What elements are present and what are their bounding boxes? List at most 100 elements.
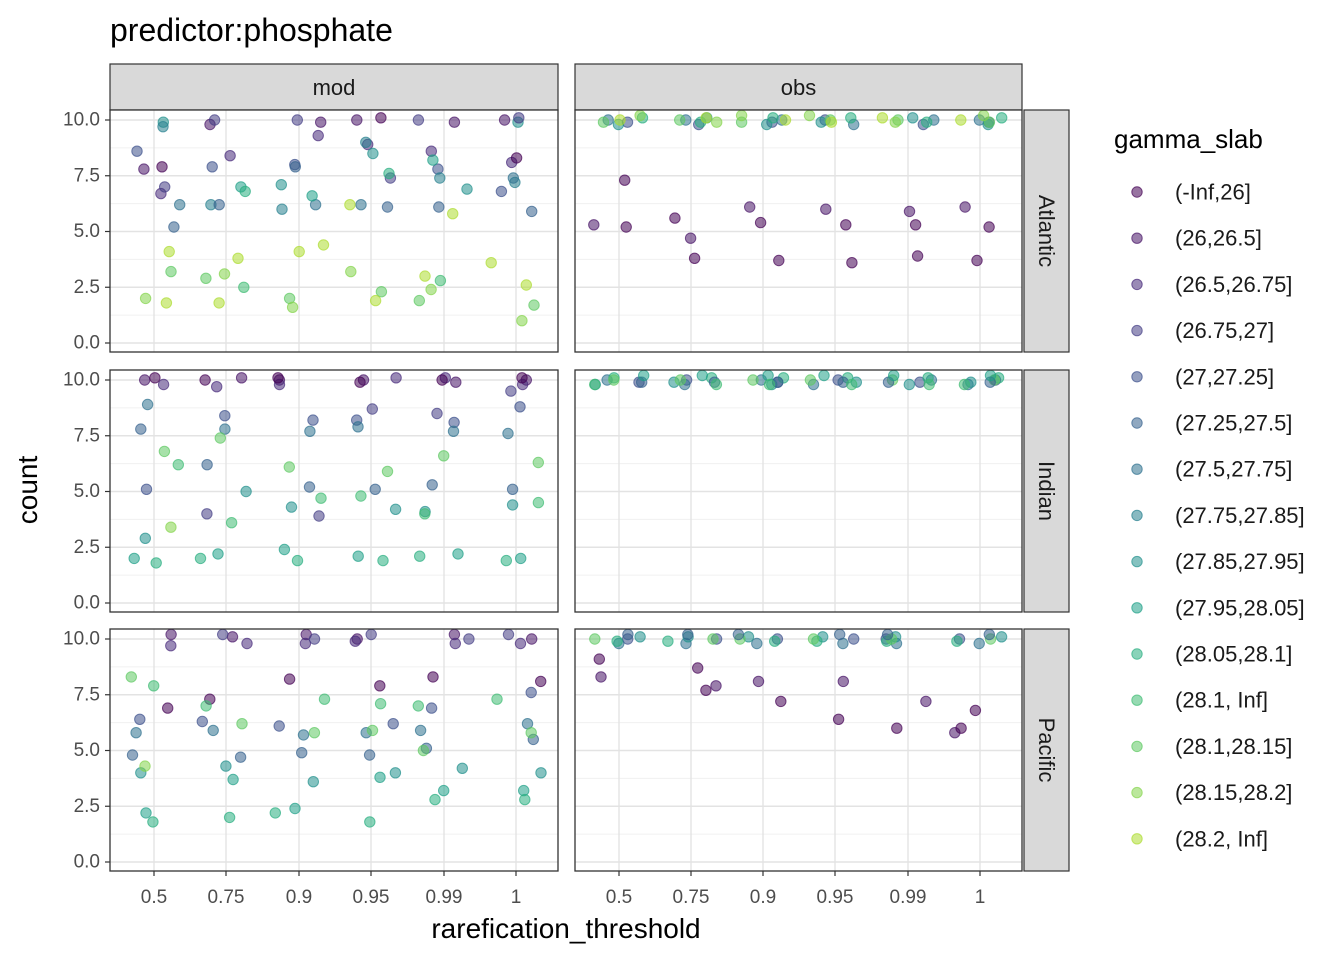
data-point: [273, 720, 285, 732]
legend-key: [1131, 417, 1143, 429]
data-point: [239, 185, 251, 198]
facet-row-strip-Pacific: Pacific: [1023, 628, 1070, 872]
panel-Pacific-mod: 0.0 2.5 5.0 7.5 10.0 0.5 0.75 0.9 0.95 0.99 1: [63, 628, 559, 908]
data-point: [807, 633, 820, 645]
data-point: [194, 552, 207, 565]
data-point: [355, 199, 367, 211]
x-tick-label: 0.99: [426, 887, 463, 908]
legend-key: [1131, 371, 1143, 383]
data-point: [921, 116, 933, 128]
data-point: [507, 172, 519, 184]
data-point: [139, 532, 152, 544]
data-point: [707, 633, 719, 645]
data-point: [355, 490, 367, 502]
data-point: [414, 550, 426, 562]
data-point: [157, 121, 169, 133]
data-point: [595, 671, 607, 683]
chart-title: predictor:phosphate: [110, 12, 393, 48]
data-point: [364, 816, 376, 828]
data-point: [682, 628, 694, 641]
data-point: [318, 693, 331, 705]
facet-col-strip-mod: mod: [109, 63, 559, 111]
data-point: [425, 283, 437, 296]
data-point: [162, 702, 174, 714]
panels: mod obs Atlantic Indian Pacific 0.0 2.5 5.0 7.5 1…: [63, 63, 1070, 908]
data-point: [951, 635, 963, 647]
data-point: [754, 216, 767, 229]
data-point: [891, 722, 903, 734]
data-point: [366, 724, 379, 737]
data-point: [211, 381, 223, 393]
data-point: [289, 161, 301, 173]
legend-key: [1131, 278, 1143, 291]
data-point: [955, 722, 967, 734]
data-point: [315, 492, 327, 504]
legend-label: (28.2, Inf]: [1175, 826, 1268, 851]
data-point: [995, 631, 1008, 643]
legend-entry: (28.2, Inf]: [1131, 826, 1268, 851]
x-tick-label: 0.95: [817, 887, 854, 908]
data-point: [158, 445, 171, 458]
legend-label: (26,26.5]: [1175, 226, 1262, 251]
data-point: [996, 112, 1008, 124]
data-point: [767, 112, 779, 124]
y-tick-label: 10.0: [63, 370, 100, 391]
legend-label: (28.15,28.2]: [1175, 780, 1292, 805]
data-point: [969, 704, 982, 717]
data-point: [312, 129, 324, 142]
data-point: [958, 378, 971, 391]
legend-entry: (27.75,27.85]: [1131, 503, 1305, 528]
x-axis-label: rarefication_threshold: [431, 913, 700, 944]
data-point: [903, 205, 916, 218]
data-point: [447, 425, 460, 437]
data-point: [519, 793, 531, 806]
data-point: [747, 374, 759, 386]
data-point: [634, 631, 646, 643]
data-point: [390, 372, 402, 384]
y-tick-label: 2.5: [74, 277, 100, 298]
data-point: [773, 254, 785, 267]
legend-label: (28.1, Inf]: [1175, 688, 1268, 713]
facet-row-label: Indian: [1034, 461, 1059, 521]
data-point: [525, 686, 537, 699]
legend-label: (27.25,27.5]: [1175, 411, 1292, 436]
data-point: [220, 760, 232, 772]
data-point: [825, 116, 838, 128]
data-point: [889, 116, 901, 128]
data-point: [317, 239, 330, 251]
data-point: [622, 628, 634, 641]
data-point: [389, 767, 402, 779]
data-point: [148, 680, 160, 692]
data-point: [297, 729, 310, 741]
legend-label: (26.75,27]: [1175, 318, 1274, 343]
strip-background: [1023, 109, 1070, 353]
data-point: [431, 407, 443, 420]
x-tick-label: 0.9: [750, 887, 776, 908]
data-point: [973, 637, 985, 650]
data-point: [775, 695, 787, 708]
data-point: [461, 183, 473, 195]
data-point: [735, 109, 748, 122]
data-point: [532, 496, 545, 509]
facet-row-strip-Atlantic: Atlantic: [1023, 109, 1070, 353]
legend-label: (27.85,27.95]: [1175, 549, 1305, 574]
legend-entry: (27,27.25]: [1131, 364, 1274, 389]
data-point: [149, 372, 161, 384]
panel-border: [574, 369, 1023, 613]
data-point: [427, 671, 439, 683]
y-tick-label: 5.0: [74, 740, 100, 761]
data-point: [532, 456, 544, 469]
data-point: [692, 662, 704, 674]
data-point: [495, 185, 508, 198]
facet-col-label: mod: [313, 75, 356, 100]
data-point: [413, 294, 425, 307]
data-point: [165, 640, 177, 652]
data-point: [369, 483, 381, 495]
legend-entry: (27.25,27.5]: [1131, 411, 1292, 436]
data-point: [352, 550, 364, 562]
data-point: [289, 802, 301, 815]
data-point: [971, 254, 983, 267]
data-point: [456, 762, 468, 774]
data-point: [147, 816, 159, 828]
data-point: [535, 675, 547, 688]
